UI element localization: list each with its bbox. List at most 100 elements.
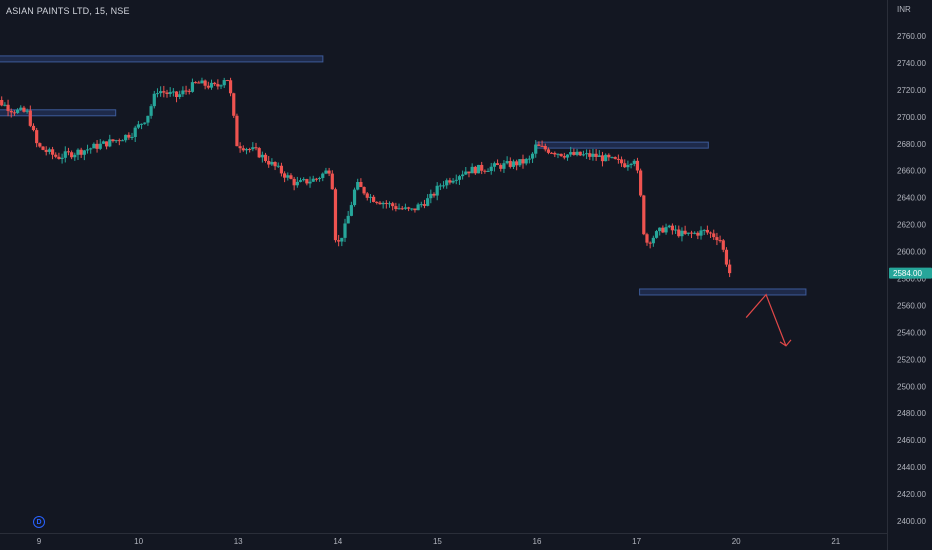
candle-body xyxy=(302,179,306,181)
time-tick-label: 21 xyxy=(831,537,840,546)
candle-body xyxy=(553,152,557,155)
candle-body xyxy=(565,154,570,158)
arrow-head-icon xyxy=(779,339,792,347)
candle-body xyxy=(664,227,668,233)
candle-body xyxy=(667,225,671,228)
candle-body xyxy=(89,148,93,150)
candle-body xyxy=(728,264,732,274)
candle-body xyxy=(639,170,643,196)
candle-body xyxy=(365,193,369,198)
time-tick-label: 16 xyxy=(533,537,542,546)
candle-body xyxy=(165,92,169,94)
level-zone xyxy=(639,288,807,296)
candle-body xyxy=(41,146,45,150)
candle-body xyxy=(569,152,573,155)
candle-body xyxy=(19,107,23,110)
candle-body xyxy=(133,127,137,137)
candle-body xyxy=(283,173,287,178)
candle-body xyxy=(333,189,338,241)
candle-body xyxy=(286,175,290,178)
candle-body xyxy=(508,161,512,167)
candle-body xyxy=(200,80,204,84)
candle-body xyxy=(159,91,163,94)
candle-body xyxy=(397,208,401,210)
candle-body xyxy=(47,149,51,152)
candle-body xyxy=(677,229,681,237)
candle-body xyxy=(308,181,312,184)
candle-body xyxy=(721,240,725,250)
candle-body xyxy=(260,154,264,158)
candle-body xyxy=(98,143,102,149)
candle-body xyxy=(378,202,382,205)
candle-body xyxy=(416,204,420,211)
candle-body xyxy=(476,164,481,174)
price-tick-label: 2700.00 xyxy=(897,113,926,122)
candle-body xyxy=(57,156,61,159)
candle-body xyxy=(248,149,252,151)
candle-body xyxy=(705,229,709,233)
time-tick-label: 17 xyxy=(632,537,641,546)
candle-body xyxy=(44,149,48,152)
candle-body xyxy=(422,204,427,206)
candle-body xyxy=(702,229,706,231)
candle-body xyxy=(623,163,627,168)
candle-body xyxy=(82,150,86,155)
chart-title: ASIAN PAINTS LTD, 15, NSE xyxy=(6,6,130,16)
price-tick-label: 2440.00 xyxy=(897,463,926,472)
price-tick-label: 2760.00 xyxy=(897,32,926,41)
time-tick-label: 13 xyxy=(234,537,243,546)
price-tick-label: 2640.00 xyxy=(897,194,926,203)
time-axis[interactable]: 9 10 13 14 15 16 17 20 21 xyxy=(0,533,887,547)
price-tick-label: 2420.00 xyxy=(897,490,926,499)
candle-body xyxy=(60,157,64,159)
candle-body xyxy=(426,198,430,206)
candle-body xyxy=(276,165,280,167)
candle-body xyxy=(317,177,322,180)
candle-body xyxy=(3,104,7,106)
candle-body xyxy=(79,149,83,155)
candle-body xyxy=(6,104,10,111)
candle-body xyxy=(66,151,71,153)
candle-body xyxy=(495,163,500,166)
candle-body xyxy=(658,227,662,232)
candle-body xyxy=(375,201,379,203)
candle-body xyxy=(22,107,26,112)
candle-body xyxy=(35,130,39,144)
candle-body xyxy=(559,153,563,157)
candle-body xyxy=(689,232,694,234)
candle-body xyxy=(502,163,506,169)
candle-body xyxy=(143,122,147,124)
candle-body xyxy=(0,99,4,106)
candle-body xyxy=(607,154,611,158)
candle-body xyxy=(556,153,560,155)
candle-body xyxy=(480,164,484,171)
candle-body xyxy=(321,173,325,178)
candle-body xyxy=(25,110,29,112)
candle-body xyxy=(28,110,32,126)
candle-body xyxy=(413,208,417,211)
candle-body xyxy=(505,161,509,164)
last-price-badge xyxy=(889,267,932,279)
candle-body xyxy=(654,231,659,238)
candle-body xyxy=(101,141,106,144)
candle-body xyxy=(387,203,392,205)
tradingview-logo-icon[interactable]: D xyxy=(33,516,45,528)
price-tick-label: 2580.00 xyxy=(897,275,926,284)
candle-body xyxy=(9,110,13,113)
candle-body xyxy=(521,159,525,164)
candle-body xyxy=(232,93,236,116)
candle-body xyxy=(95,143,99,149)
candle-body xyxy=(718,240,722,242)
candle-body xyxy=(127,134,131,138)
candle-body xyxy=(340,237,344,242)
candle-body xyxy=(194,82,198,84)
price-tick-label: 2680.00 xyxy=(897,140,926,149)
candle-body xyxy=(346,215,350,224)
price-axis[interactable]: 2400.00 2420.00 2440.00 2460.00 2480.00 2500.… xyxy=(887,0,927,550)
candle-body xyxy=(120,140,125,142)
candle-body xyxy=(429,193,433,199)
candle-body xyxy=(600,155,605,162)
candle-body xyxy=(305,179,309,184)
candle-body xyxy=(410,208,414,210)
